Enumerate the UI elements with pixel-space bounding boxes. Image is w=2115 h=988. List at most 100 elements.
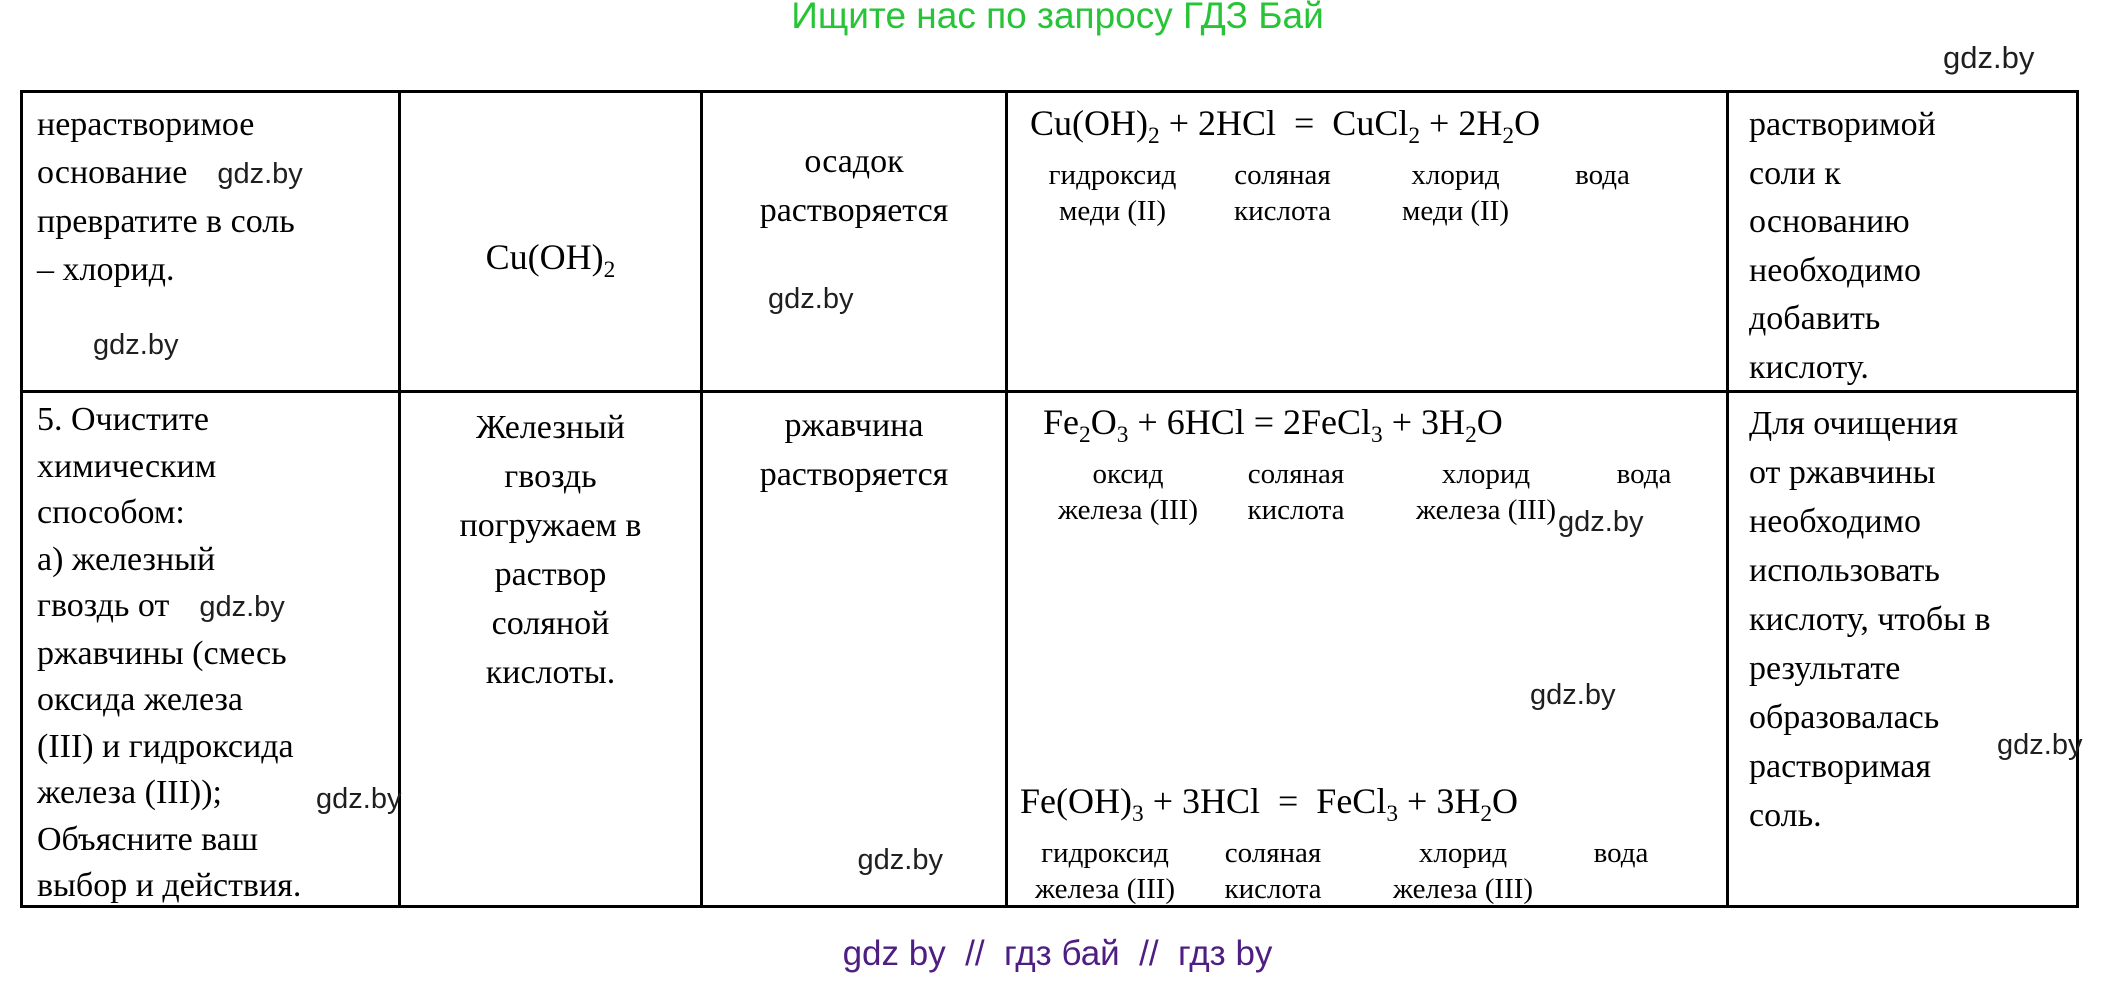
equation-labels: гидроксид железа (III) соляная кислота х… bbox=[1020, 835, 1666, 907]
label-bottom: кислота bbox=[1247, 494, 1345, 526]
text-line: использовать bbox=[1749, 552, 1940, 589]
text-line: гвоздь от gdz.by bbox=[37, 583, 392, 631]
equation-label-column: вода bbox=[1599, 456, 1689, 528]
text-line: (III) и гидроксида bbox=[37, 727, 294, 765]
gdz-watermark: gdz.by bbox=[316, 783, 402, 815]
gdz-watermark: gdz.by bbox=[217, 158, 303, 190]
text-line: Для очищения bbox=[1749, 405, 1959, 442]
text-line: растворяется bbox=[759, 456, 949, 493]
text-line: соли к bbox=[1749, 154, 1841, 192]
text-line: а) железный bbox=[37, 540, 216, 578]
gdz-watermark: gdz.by bbox=[1558, 506, 1644, 538]
equation-label-column: соляная кислота bbox=[1231, 456, 1361, 528]
text-line: Объясните ваш bbox=[37, 820, 259, 858]
equation-labels: гидроксид меди (II) соляная кислота хлор… bbox=[1030, 157, 1726, 229]
text-line: растворяется bbox=[759, 192, 949, 229]
label-top: соляная bbox=[1247, 458, 1345, 490]
gdz-watermark: gdz.by bbox=[199, 591, 285, 623]
text-line: кислоту. bbox=[1749, 348, 1869, 386]
label-bottom: железа (III) bbox=[1057, 494, 1199, 526]
label-bottom: кислота bbox=[1234, 195, 1331, 227]
text-line: раствор bbox=[494, 556, 607, 593]
label-bottom: железа (III) bbox=[1034, 873, 1176, 905]
label-top: вода bbox=[1593, 837, 1649, 869]
cell-observation-row1: осадок растворяется gdz.by bbox=[703, 93, 1008, 393]
gdz-watermark: gdz.by bbox=[768, 283, 854, 315]
cell-substance-row2: Железный гвоздь погружаем в раствор соля… bbox=[401, 393, 703, 905]
text-line: погружаем в bbox=[459, 507, 642, 544]
text-line: соляной bbox=[491, 605, 610, 642]
equation-label-column: гидроксид железа (III) bbox=[1020, 835, 1190, 907]
text-line: способом: bbox=[37, 494, 185, 531]
label-bottom: меди (II) bbox=[1402, 195, 1509, 227]
equation-label-column: соляная кислота bbox=[1208, 835, 1338, 907]
text-line: растворимой bbox=[1749, 106, 1936, 143]
label-top: хлорид bbox=[1441, 458, 1531, 490]
text-line: гвоздь от bbox=[37, 587, 170, 624]
text-line: превратите в соль bbox=[37, 203, 295, 240]
text-line: растворимая bbox=[1749, 748, 1932, 785]
gdz-watermark: gdz.by bbox=[1943, 40, 2035, 75]
equation-label-column: хлорид меди (II) bbox=[1393, 157, 1518, 229]
label-top: вода bbox=[1575, 159, 1630, 191]
text-line: основанию bbox=[1749, 203, 1910, 240]
solution-table: нерастворимое основание gdz.by превратите… bbox=[20, 90, 2082, 908]
gdz-watermark: gdz.by bbox=[1530, 679, 1616, 711]
label-top: оксид bbox=[1092, 458, 1164, 490]
footer-keywords: gdz by // гдз бай // гдз by bbox=[842, 934, 1273, 973]
equation-label-column: хлорид железа (III) bbox=[1378, 835, 1548, 907]
equation-block-2: Fe(OH)3 + 3HCl = FeCl3 + 3H2O гидроксид … bbox=[1020, 777, 1666, 907]
cell-conclusion-row1: растворимой соли к основанию необходимо … bbox=[1729, 93, 2076, 393]
text-line: добавить bbox=[1749, 300, 1881, 337]
text-line: ржавчины (смесь bbox=[37, 634, 287, 672]
gdz-watermark: gdz.by bbox=[93, 329, 179, 361]
text-line: основание bbox=[37, 154, 188, 191]
text-line: кислоту, чтобы в bbox=[1749, 601, 1991, 638]
promo-banner: Ищите нас по запросу ГДЗ Бай bbox=[791, 0, 1324, 36]
text-line: выбор и действия. bbox=[37, 867, 302, 904]
cell-equation-row1: Cu(OH)2 + 2HCl = CuCl2 + 2H2O гидроксид … bbox=[1008, 93, 1729, 393]
text-line: необходимо bbox=[1749, 251, 1922, 289]
label-top: хлорид bbox=[1418, 837, 1508, 869]
chemical-equation: Cu(OH)2 + 2HCl = CuCl2 + 2H2O bbox=[1030, 103, 1541, 150]
equation-label-column: соляная кислота bbox=[1220, 157, 1345, 229]
text-line: оксида железа bbox=[37, 681, 243, 718]
label-bottom: кислота bbox=[1224, 873, 1322, 905]
equation-label-column: хлорид железа (III) bbox=[1401, 456, 1571, 528]
chemical-equation: Fe2O3 + 6HCl = 2FeCl3 + 3H2O bbox=[1043, 402, 1503, 449]
cell-equation-row2: Fe2O3 + 6HCl = 2FeCl3 + 3H2O оксид желез… bbox=[1008, 393, 1729, 905]
label-top: хлорид bbox=[1411, 159, 1500, 191]
text-line: железа (III)); bbox=[37, 774, 223, 811]
chemical-equation: Fe(OH)3 + 3HCl = FeCl3 + 3H2O bbox=[1020, 781, 1519, 828]
label-bottom: железа (III) bbox=[1392, 873, 1534, 905]
label-bottom: железа (III) bbox=[1415, 494, 1557, 526]
equation-block: Cu(OH)2 + 2HCl = CuCl2 + 2H2O гидроксид … bbox=[1030, 99, 1726, 229]
text-line: гвоздь bbox=[504, 458, 597, 495]
text-line: нерастворимое bbox=[37, 106, 255, 143]
equation-label-column: гидроксид меди (II) bbox=[1030, 157, 1195, 229]
label-top: гидроксид bbox=[1041, 837, 1169, 869]
text-line: соль. bbox=[1749, 797, 1822, 834]
cell-observation-row2: ржавчина растворяется gdz.by bbox=[703, 393, 1008, 905]
cell-substance-row1: Cu(OH)2 bbox=[401, 93, 703, 393]
chemical-formula: Cu(OH)2 bbox=[485, 237, 616, 284]
text-line: Железный bbox=[476, 409, 625, 446]
cell-conclusion-row2: Для очищения от ржавчины необходимо испо… bbox=[1729, 393, 2082, 905]
text-line: химическим bbox=[37, 447, 217, 485]
text-line: необходимо bbox=[1749, 503, 1922, 540]
equation-label-column: вода bbox=[1560, 157, 1645, 229]
text-line: 5. Очистите bbox=[37, 401, 209, 438]
text-line: результате bbox=[1749, 650, 1901, 687]
gdz-watermark: gdz.by bbox=[1997, 729, 2083, 761]
label-bottom: меди (II) bbox=[1059, 195, 1166, 227]
label-top: соляная bbox=[1224, 837, 1322, 869]
equation-label-column: вода bbox=[1576, 835, 1666, 907]
text-line: основание gdz.by bbox=[37, 149, 392, 198]
text-line: от ржавчины bbox=[1749, 454, 1936, 491]
cell-task-row2: 5. Очистите химическим способом: а) желе… bbox=[23, 393, 401, 905]
cell-task-row1: нерастворимое основание gdz.by превратите… bbox=[23, 93, 401, 393]
gdz-watermark: gdz.by bbox=[857, 844, 943, 876]
text-line: кислоты. bbox=[485, 654, 616, 691]
text-line: – хлорид. bbox=[37, 251, 175, 288]
